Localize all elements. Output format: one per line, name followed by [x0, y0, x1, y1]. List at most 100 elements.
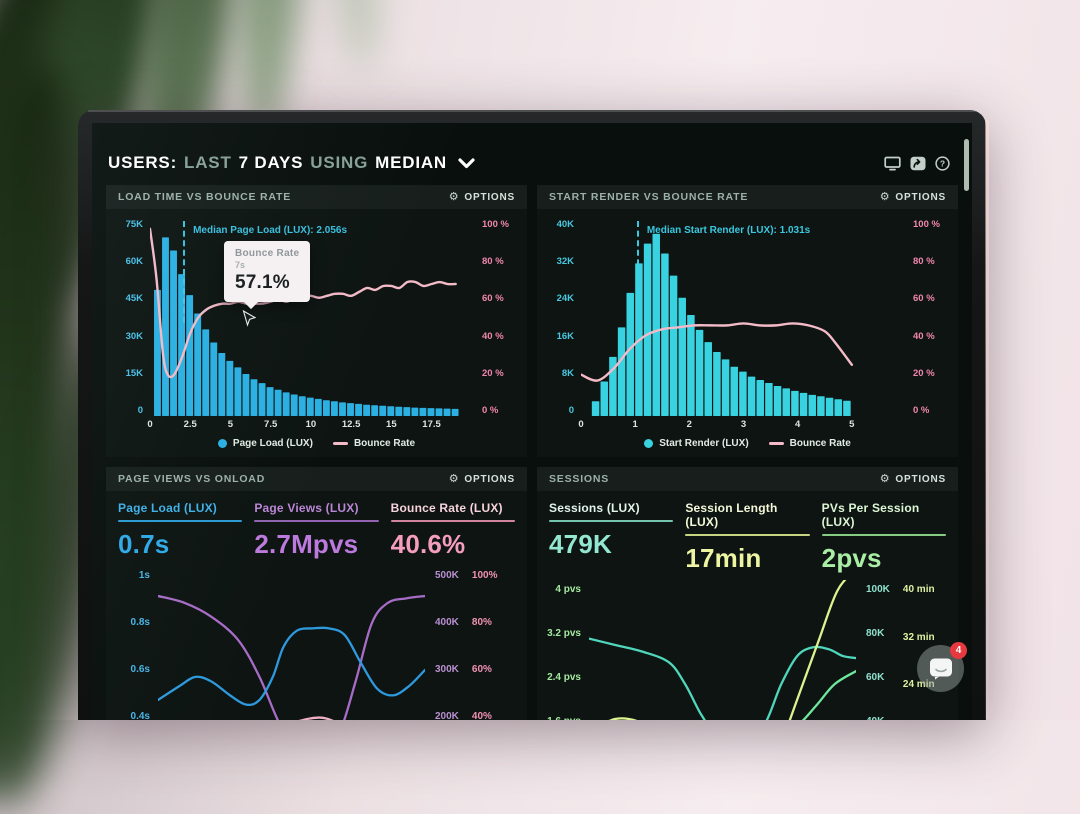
axis-tick-label: 60 % — [482, 293, 504, 305]
x-axis: 0 1 2 3 4 5 — [578, 416, 906, 431]
x-tick-label: 17.5 — [422, 419, 441, 430]
metric-label: Bounce Rate (LUX) — [390, 501, 503, 515]
share-icon[interactable] — [910, 156, 926, 171]
axis-tick-label: 80% — [471, 617, 492, 629]
gear-icon: ⚙ — [879, 472, 891, 485]
x-tick-label: 4 — [795, 419, 801, 430]
help-icon[interactable]: ? — [935, 155, 950, 171]
options-label: OPTIONS — [464, 191, 515, 203]
axis-tick-label: 1s — [138, 570, 150, 581]
mouse-cursor-icon — [242, 309, 257, 332]
axis-tick-label: 400K — [435, 617, 459, 629]
legend-item: Bounce Rate — [332, 438, 415, 449]
axis-tick-label: 300K — [435, 664, 459, 676]
chart-tooltip: Bounce Rate 7s 57.1% — [224, 241, 311, 302]
axis-tick-label: 100 % — [913, 219, 940, 230]
options-button[interactable]: ⚙ OPTIONS — [449, 473, 515, 485]
median-marker: Median Start Render (LUX): 1.031s — [636, 221, 810, 324]
y-axis-right: 100 % 80 % 60 % 40 % 20 % 0 % — [475, 219, 525, 416]
metric-label: PVs Per Session (LUX) — [821, 501, 920, 529]
axis-tick-label: 0 % — [913, 404, 930, 416]
dashboard-header: USERS: LAST 7 DAYS USING MEDIAN ? — [92, 123, 972, 173]
options-label: OPTIONS — [895, 473, 946, 485]
gear-icon: ⚙ — [879, 190, 891, 203]
metric-block: Page Views (LUX) 2.7Mpvs — [254, 501, 379, 560]
x-tick-label: 0 — [578, 419, 584, 430]
axis-column: 100% 80% 60% 40% — [472, 570, 498, 720]
options-button[interactable]: ⚙ OPTIONS — [879, 472, 946, 485]
scrollbar-thumb[interactable] — [964, 139, 969, 191]
metric-value: 2pvs — [821, 543, 882, 573]
metric-value: 2.7Mpvs — [254, 529, 359, 559]
options-label: OPTIONS — [464, 473, 515, 485]
y-axis-left: 4 pvs 3.2 pvs 2.4 pvs 1.6 pvs — [539, 580, 589, 720]
x-tick-label: 1 — [632, 419, 638, 430]
header-icons: ? — [884, 155, 950, 171]
axis-tick-label: 60K — [866, 672, 885, 684]
legend-dash — [332, 441, 348, 445]
panel-start-render-vs-bounce-rate: START RENDER VS BOUNCE RATE ⚙ OPTIONS 40K… — [537, 185, 958, 457]
axis-column: 100K 80K 60K 40K — [866, 584, 890, 720]
median-label: Median Start Render (LUX): 1.031s — [646, 225, 811, 236]
chart-legend: Page Load (LUX) Bounce Rate — [108, 431, 525, 455]
page-title[interactable]: USERS: LAST 7 DAYS USING MEDIAN — [108, 153, 475, 173]
plant-leaf — [320, 0, 386, 72]
legend-dot — [217, 438, 227, 448]
y-axis-right: 100K 80K 60K 40K 40 min 32 min 24 min — [856, 580, 956, 720]
options-button[interactable]: ⚙ OPTIONS — [879, 190, 946, 203]
axis-tick-label: 40 % — [482, 330, 504, 342]
axis-tick-label: 32 min — [902, 631, 935, 643]
x-axis: 0 2.5 5 7.5 10 12.5 15 17.5 — [147, 416, 475, 431]
panels-grid: LOAD TIME VS BOUNCE RATE ⚙ OPTIONS 75K 60K… — [106, 185, 958, 720]
tooltip-series: Bounce Rate — [235, 248, 300, 259]
axis-column: 40 min 32 min 24 min — [903, 584, 935, 720]
chart-plot[interactable] — [158, 566, 425, 720]
chart-plot[interactable]: Median Page Load (LUX): 2.056s — [150, 219, 475, 416]
axis-tick-label: 40K — [866, 716, 890, 720]
metric-value: 40.6% — [390, 529, 466, 559]
legend-item: Page Load (LUX) — [217, 437, 313, 449]
metric-underline — [390, 520, 515, 522]
chevron-down-icon[interactable] — [458, 157, 475, 169]
metric-value: 0.7s — [118, 529, 170, 559]
chart-plot[interactable] — [589, 580, 856, 720]
notification-badge: 4 — [950, 642, 967, 659]
axis-tick-label: 30K — [125, 330, 143, 342]
options-button[interactable]: ⚙ OPTIONS — [449, 191, 515, 203]
y-axis-left: 1s 0.8s 0.6s 0.4s — [108, 566, 158, 720]
metric-label: Sessions (LUX) — [549, 501, 640, 515]
x-tick-label: 15 — [386, 419, 397, 430]
panel-header: START RENDER VS BOUNCE RATE ⚙ OPTIONS — [537, 185, 958, 209]
x-tick-label: 7.5 — [264, 419, 278, 430]
axis-tick-label: 0 % — [482, 404, 499, 416]
panel-header: PAGE VIEWS VS ONLOAD ⚙ OPTIONS — [106, 467, 527, 491]
axis-tick-label: 0.4s — [130, 711, 150, 720]
axis-tick-label: 40 min — [902, 584, 935, 595]
chart-canvas — [158, 566, 425, 720]
y-axis-left: 75K 60K 45K 30K 15K 0 — [108, 219, 150, 416]
axis-tick-label: 1.6 pvs — [547, 716, 581, 720]
svg-text:?: ? — [940, 158, 945, 168]
axis-tick-label: 80 % — [913, 256, 935, 268]
monitor-icon[interactable] — [884, 156, 901, 171]
title-segment: LAST — [184, 153, 232, 172]
axis-tick-label: 0 — [137, 404, 143, 416]
metric-label: Page Views (LUX) — [254, 501, 359, 515]
title-segment: USERS: — [108, 153, 178, 172]
axis-tick-label: 8K — [561, 367, 574, 379]
chart-canvas — [589, 580, 856, 720]
axis-tick-label: 2.4 pvs — [547, 672, 581, 684]
title-segment: USING — [310, 153, 369, 172]
title-segment: MEDIAN — [375, 153, 447, 172]
metric-underline — [254, 520, 379, 522]
chat-launcher-button[interactable]: 4 — [917, 642, 967, 692]
axis-tick-label: 16K — [556, 330, 574, 342]
legend-dash — [768, 441, 784, 445]
y-axis-right: 500K 400K 300K 200K 100% 80% 60% 40% — [425, 566, 525, 720]
dashboard-screen: USERS: LAST 7 DAYS USING MEDIAN ? — [92, 123, 972, 720]
axis-tick-label: 0.8s — [130, 617, 150, 629]
axis-tick-label: 60K — [125, 256, 143, 268]
chart-plot[interactable]: Median Start Render (LUX): 1.031s — [581, 219, 906, 416]
median-marker: Median Page Load (LUX): 2.056s — [183, 221, 347, 324]
legend-label: Page Load (LUX) — [232, 437, 313, 449]
